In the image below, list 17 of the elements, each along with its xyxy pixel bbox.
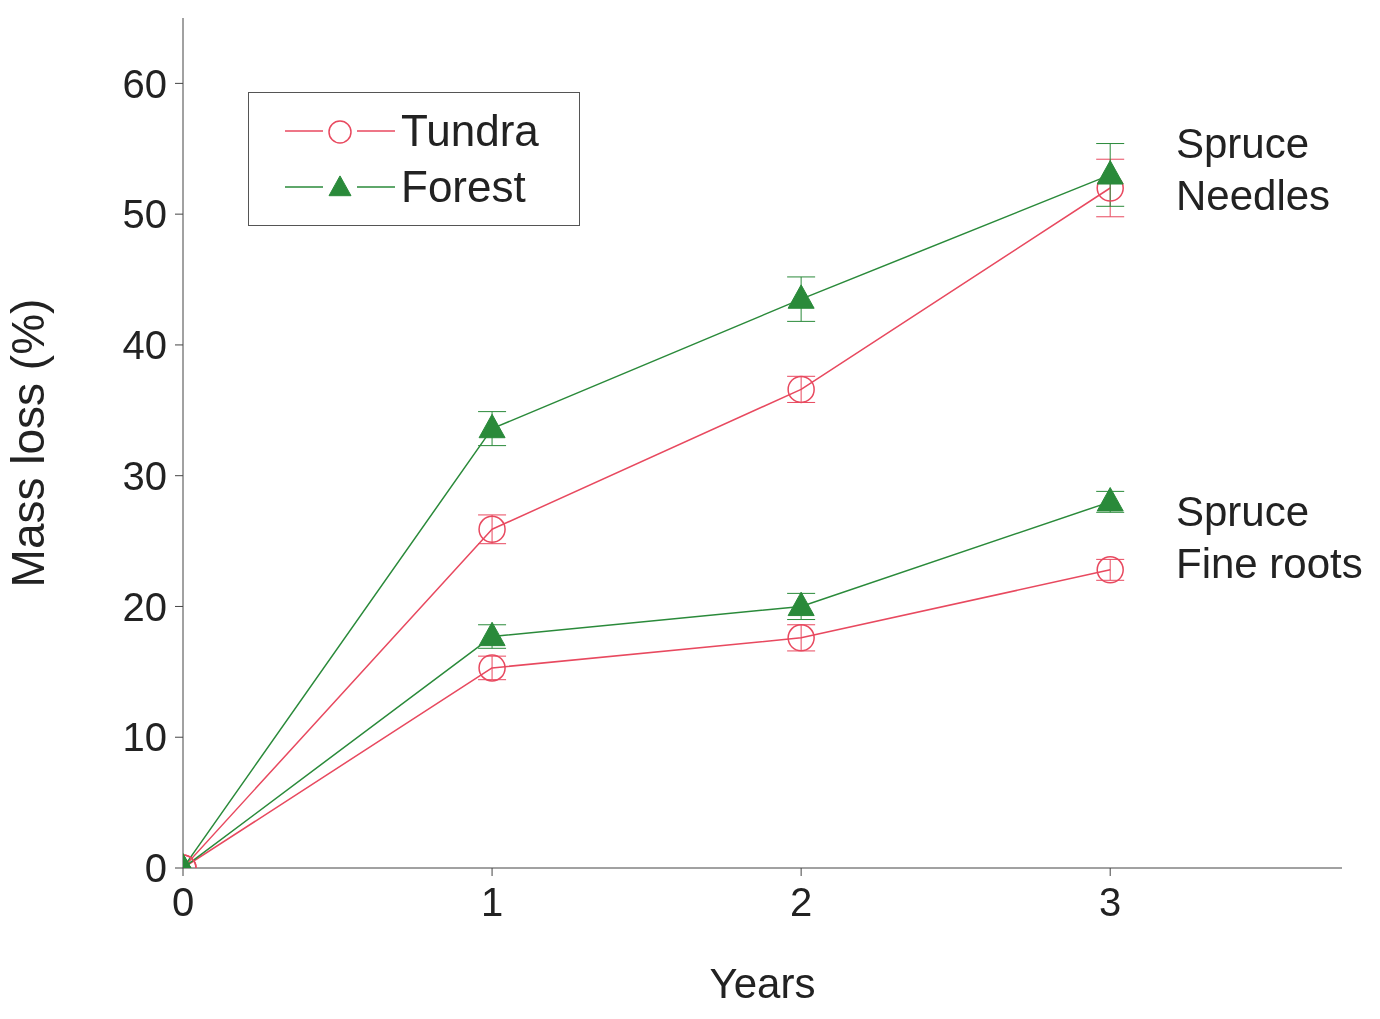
legend-label: Tundra <box>401 106 539 156</box>
x-axis-title: Years <box>709 960 816 1007</box>
y-tick-label: 30 <box>122 453 167 498</box>
annotation: Spruce Fine roots <box>1176 487 1363 589</box>
x-tick-label: 2 <box>790 880 813 925</box>
y-tick-label: 0 <box>144 846 167 891</box>
y-tick-label: 20 <box>122 584 167 629</box>
legend-label: Forest <box>401 162 526 212</box>
x-tick-label: 1 <box>480 880 504 925</box>
y-tick-label: 50 <box>122 192 167 237</box>
x-tick-label: 0 <box>171 880 195 925</box>
y-tick-label: 10 <box>122 715 167 760</box>
y-tick-label: 60 <box>122 61 167 106</box>
y-axis-title: Mass loss (%) <box>2 298 55 588</box>
annotation: Spruce Needles <box>1176 119 1331 221</box>
y-tick-label: 40 <box>122 323 167 368</box>
x-tick-label: 3 <box>1099 880 1122 925</box>
